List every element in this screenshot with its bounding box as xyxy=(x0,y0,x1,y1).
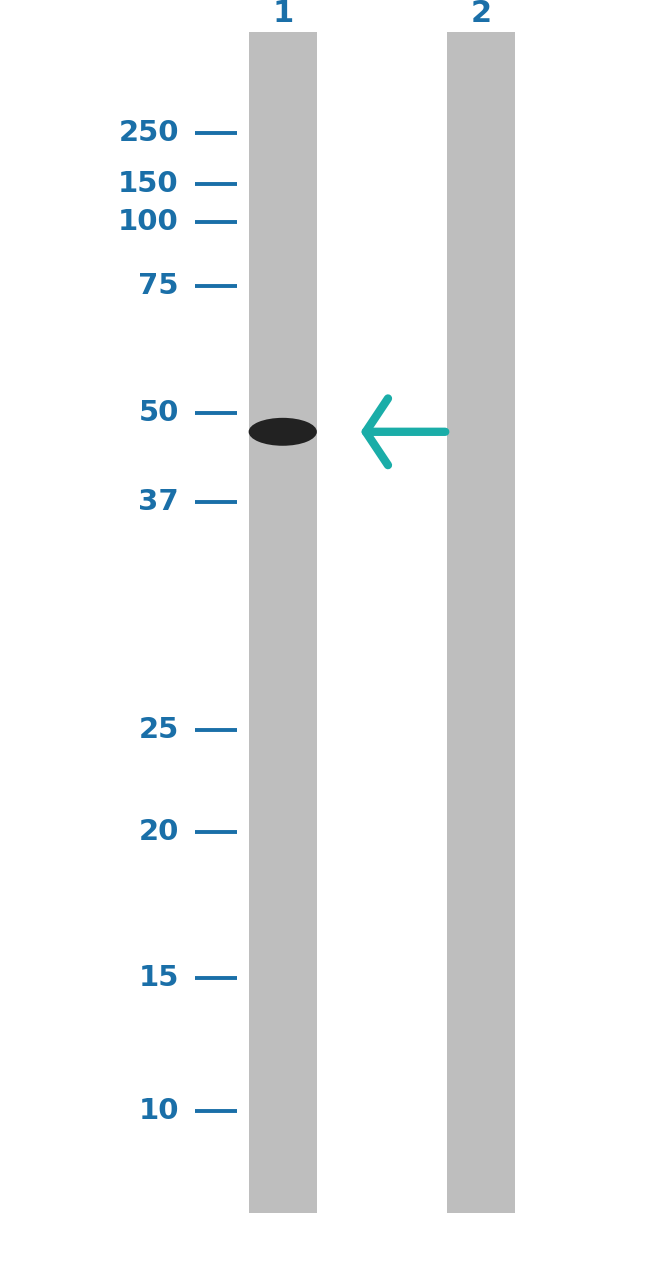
Text: 75: 75 xyxy=(138,272,179,300)
Text: 37: 37 xyxy=(138,488,179,516)
Text: 2: 2 xyxy=(471,0,491,28)
Text: 250: 250 xyxy=(118,119,179,147)
Text: 25: 25 xyxy=(138,716,179,744)
Bar xyxy=(248,32,317,1213)
Text: 1: 1 xyxy=(272,0,293,28)
Text: 50: 50 xyxy=(138,399,179,427)
Text: 100: 100 xyxy=(118,208,179,236)
Text: 15: 15 xyxy=(138,964,179,992)
Text: 20: 20 xyxy=(138,818,179,846)
Text: 150: 150 xyxy=(118,170,179,198)
Bar xyxy=(447,32,515,1213)
Text: 10: 10 xyxy=(138,1097,179,1125)
Ellipse shape xyxy=(248,418,317,446)
